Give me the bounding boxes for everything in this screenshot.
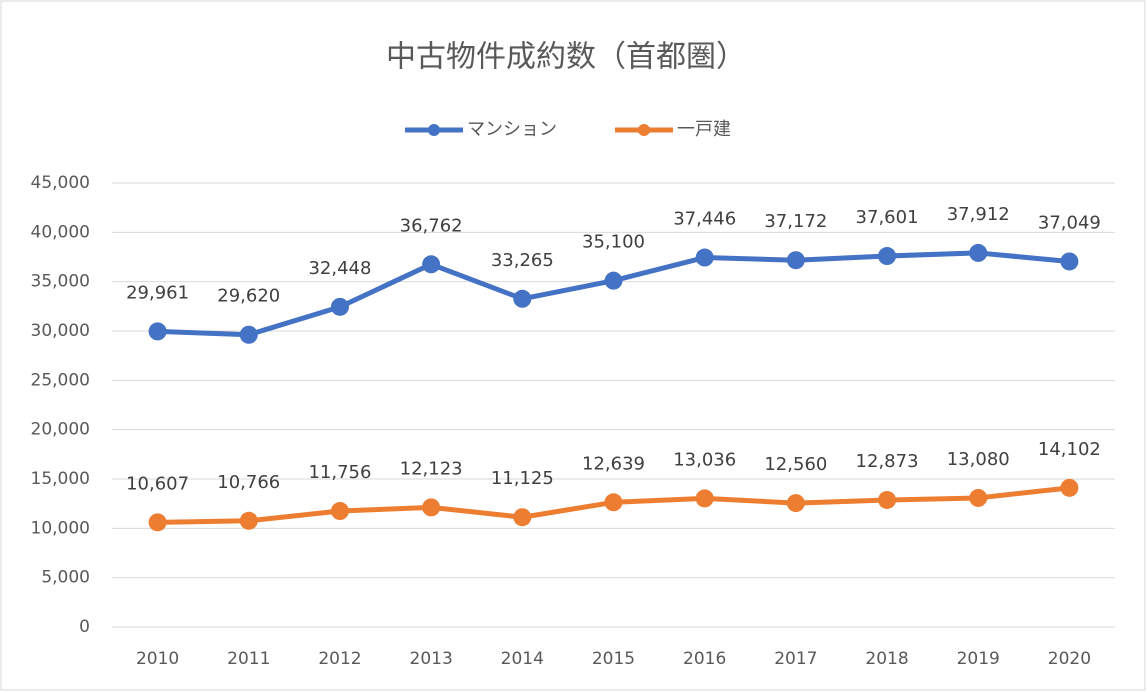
data-label: 37,049 <box>1038 212 1101 233</box>
data-label: 35,100 <box>582 232 645 253</box>
y-tick-label: 10,000 <box>31 518 90 538</box>
data-label: 36,762 <box>400 215 463 236</box>
point <box>148 322 167 341</box>
point <box>239 511 258 530</box>
point <box>969 243 988 262</box>
data-label: 14,102 <box>1038 439 1101 460</box>
y-tick-label: 5,000 <box>41 568 90 588</box>
point <box>969 488 988 507</box>
y-tick-label: 30,000 <box>31 321 90 341</box>
x-tick-label: 2019 <box>957 649 1000 669</box>
data-label: 11,756 <box>308 462 371 483</box>
point <box>330 297 349 316</box>
point <box>604 271 623 290</box>
x-tick-label: 2013 <box>410 649 453 669</box>
data-label: 12,639 <box>582 453 645 474</box>
data-label: 29,620 <box>217 286 280 307</box>
x-tick-label: 2017 <box>774 649 817 669</box>
y-tick-label: 40,000 <box>31 222 90 242</box>
y-tick-label: 25,000 <box>31 370 90 390</box>
y-tick-label: 15,000 <box>31 469 90 489</box>
y-tick-label: 35,000 <box>31 272 90 292</box>
point <box>239 325 258 344</box>
y-tick-label: 45,000 <box>31 173 90 193</box>
point <box>330 502 349 521</box>
point <box>786 251 805 270</box>
legend-label: マンション <box>467 119 557 140</box>
data-label: 33,265 <box>491 250 554 271</box>
point <box>422 255 441 274</box>
point <box>695 248 714 267</box>
point <box>148 513 167 532</box>
x-tick-label: 2011 <box>227 649 270 669</box>
x-tick-label: 2016 <box>683 649 726 669</box>
point <box>1060 252 1079 271</box>
point <box>786 494 805 513</box>
y-tick-label: 20,000 <box>31 420 90 440</box>
legend-marker <box>428 124 440 136</box>
legend-marker <box>638 124 650 136</box>
x-tick-label: 2010 <box>136 649 179 669</box>
point <box>422 498 441 517</box>
data-label: 11,125 <box>491 468 554 489</box>
data-label: 32,448 <box>308 258 371 279</box>
x-tick-label: 2020 <box>1048 649 1091 669</box>
data-label: 29,961 <box>126 282 189 303</box>
data-label: 13,036 <box>673 449 736 470</box>
point <box>513 289 532 308</box>
data-label: 12,873 <box>856 451 919 472</box>
x-tick-label: 2012 <box>318 649 361 669</box>
chart-title: 中古物件成約数（首都圏） <box>386 40 746 75</box>
point <box>878 490 897 509</box>
data-label: 37,446 <box>673 209 736 230</box>
y-tick-label: 0 <box>79 617 90 637</box>
legend-label: 一戸建 <box>677 119 731 140</box>
data-label: 10,766 <box>217 472 280 493</box>
data-label: 37,601 <box>856 207 919 228</box>
data-label: 10,607 <box>126 473 189 494</box>
point <box>878 247 897 266</box>
data-label: 12,123 <box>400 458 463 479</box>
data-label: 37,912 <box>947 204 1010 225</box>
point <box>695 489 714 508</box>
data-label: 12,560 <box>764 454 827 475</box>
x-tick-label: 2015 <box>592 649 635 669</box>
data-label: 13,080 <box>947 449 1010 470</box>
point <box>513 508 532 527</box>
point <box>1060 478 1079 497</box>
point <box>604 493 623 512</box>
data-label: 37,172 <box>764 211 827 232</box>
x-tick-label: 2018 <box>865 649 908 669</box>
x-tick-label: 2014 <box>501 649 544 669</box>
